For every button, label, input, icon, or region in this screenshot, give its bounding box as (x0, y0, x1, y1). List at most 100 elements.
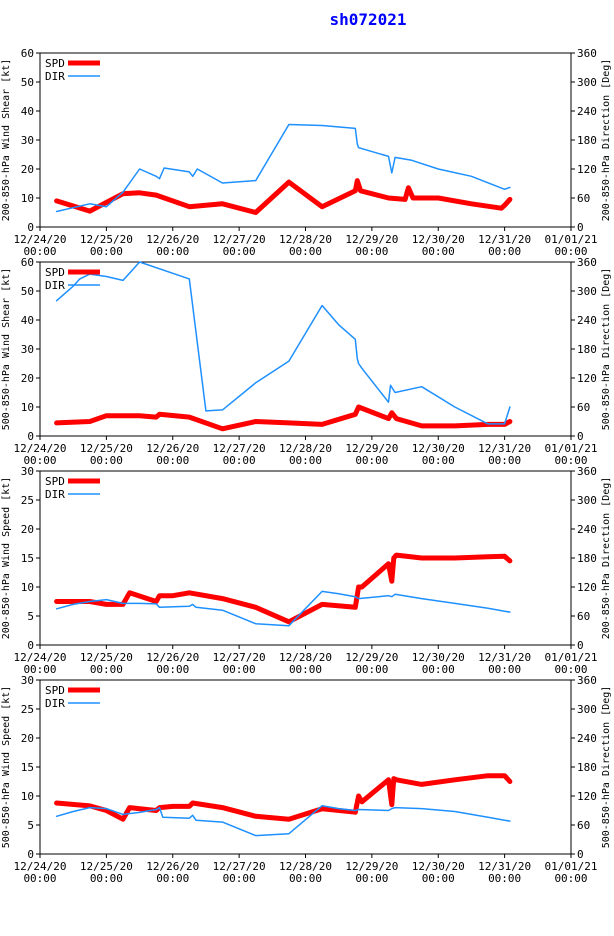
x-tick-label: 12/28/20 (279, 651, 332, 664)
y-tick-label: 10 (21, 401, 34, 414)
x-tick-sublabel: 00:00 (156, 245, 189, 258)
x-tick-label: 12/25/20 (80, 233, 133, 246)
y-tick-label: 20 (21, 732, 34, 745)
x-tick-label: 12/30/20 (412, 442, 465, 455)
plot-frame (39, 261, 572, 437)
spd-series-line (54, 773, 513, 822)
x-tick-sublabel: 00:00 (90, 245, 123, 258)
x-tick-sublabel: 00:00 (554, 454, 587, 467)
x-tick-sublabel: 00:00 (289, 872, 322, 885)
x-tick-label: 12/28/20 (279, 233, 332, 246)
y2-tick-label: 120 (577, 163, 597, 176)
x-tick-sublabel: 00:00 (488, 245, 521, 258)
y2-tick-label: 0 (577, 848, 584, 861)
x-tick-label: 12/25/20 (80, 860, 133, 873)
y2-tick-label: 300 (577, 494, 597, 507)
y2-axis-title: 500-850-hPa Direction [Deg] (601, 268, 612, 431)
x-tick-label: 12/24/20 (14, 233, 67, 246)
y2-tick-label: 360 (577, 674, 597, 687)
y-tick-label: 60 (21, 256, 34, 269)
y2-tick-label: 60 (577, 819, 590, 832)
y2-tick-label: 300 (577, 76, 597, 89)
x-tick-sublabel: 00:00 (554, 872, 587, 885)
x-tick-label: 12/30/20 (412, 651, 465, 664)
chart-4: 05101520253006012018024030036012/24/2000… (1, 674, 612, 885)
x-tick-label: 12/28/20 (279, 442, 332, 455)
x-tick-sublabel: 00:00 (554, 663, 587, 676)
x-tick-sublabel: 00:00 (488, 454, 521, 467)
y2-axis-title: 200-850-hPa Direction [Deg] (601, 59, 612, 222)
x-tick-label: 12/25/20 (80, 442, 133, 455)
x-tick-label: 12/29/20 (345, 651, 398, 664)
x-tick-sublabel: 00:00 (422, 245, 455, 258)
x-tick-label: 01/01/21 (545, 860, 598, 873)
dir-series-line (55, 261, 511, 425)
y2-tick-label: 240 (577, 314, 597, 327)
x-tick-sublabel: 00:00 (223, 454, 256, 467)
dir-series-line (55, 804, 511, 837)
y2-axis-title: 200-850-hPa Direction [Deg] (601, 477, 612, 640)
y-tick-label: 25 (21, 703, 34, 716)
x-tick-label: 12/24/20 (14, 651, 67, 664)
spd-series-line (54, 404, 513, 432)
y-tick-label: 40 (21, 105, 34, 118)
x-tick-sublabel: 00:00 (223, 245, 256, 258)
chart-2: 010203040506006012018024030036012/24/200… (1, 256, 612, 467)
y-tick-label: 50 (21, 76, 34, 89)
chart-3: 05101520253006012018024030036012/24/2000… (1, 465, 612, 676)
x-tick-sublabel: 00:00 (554, 245, 587, 258)
y-tick-label: 50 (21, 285, 34, 298)
dir-series-line (55, 123, 511, 213)
chart-1: 010203040506006012018024030036012/24/200… (1, 47, 612, 258)
y-axis-title: 200-850-hPa Wind Speed [kt] (1, 477, 12, 640)
x-tick-label: 12/30/20 (412, 860, 465, 873)
page-title: sh072021 (329, 10, 406, 29)
y2-tick-label: 120 (577, 581, 597, 594)
y-tick-label: 5 (27, 819, 34, 832)
y-tick-label: 20 (21, 523, 34, 536)
y2-tick-label: 180 (577, 343, 597, 356)
x-tick-label: 12/31/20 (478, 442, 531, 455)
x-tick-sublabel: 00:00 (156, 872, 189, 885)
y2-tick-label: 60 (577, 192, 590, 205)
x-tick-sublabel: 00:00 (422, 663, 455, 676)
x-tick-label: 12/26/20 (146, 233, 199, 246)
y-axis-title: 500-850-hPa Wind Speed [kt] (1, 686, 12, 849)
x-tick-sublabel: 00:00 (355, 454, 388, 467)
x-tick-sublabel: 00:00 (156, 454, 189, 467)
x-tick-sublabel: 00:00 (355, 663, 388, 676)
y-tick-label: 0 (27, 848, 34, 861)
x-tick-sublabel: 00:00 (223, 663, 256, 676)
y2-tick-label: 60 (577, 401, 590, 414)
x-tick-sublabel: 00:00 (23, 872, 56, 885)
y2-tick-label: 240 (577, 732, 597, 745)
y2-tick-label: 360 (577, 465, 597, 478)
x-tick-sublabel: 00:00 (289, 663, 322, 676)
x-tick-label: 12/24/20 (14, 442, 67, 455)
x-tick-sublabel: 00:00 (23, 663, 56, 676)
x-tick-label: 12/27/20 (213, 442, 266, 455)
spd-series-line (54, 178, 513, 215)
y2-tick-label: 120 (577, 372, 597, 385)
x-tick-label: 01/01/21 (545, 442, 598, 455)
x-tick-label: 01/01/21 (545, 651, 598, 664)
x-tick-sublabel: 00:00 (23, 454, 56, 467)
y2-tick-label: 300 (577, 703, 597, 716)
x-tick-sublabel: 00:00 (156, 663, 189, 676)
x-tick-label: 01/01/21 (545, 233, 598, 246)
y2-tick-label: 120 (577, 790, 597, 803)
y2-tick-label: 0 (577, 221, 584, 234)
y2-axis-title: 500-850-hPa Direction [Deg] (601, 686, 612, 849)
y-tick-label: 0 (27, 221, 34, 234)
x-tick-sublabel: 00:00 (289, 454, 322, 467)
x-tick-label: 12/27/20 (213, 860, 266, 873)
y-tick-label: 30 (21, 134, 34, 147)
y-tick-label: 15 (21, 552, 34, 565)
y-tick-label: 30 (21, 674, 34, 687)
y2-tick-label: 240 (577, 523, 597, 536)
y-tick-label: 0 (27, 430, 34, 443)
y2-tick-label: 180 (577, 552, 597, 565)
y2-tick-label: 360 (577, 47, 597, 60)
y-tick-label: 0 (27, 639, 34, 652)
